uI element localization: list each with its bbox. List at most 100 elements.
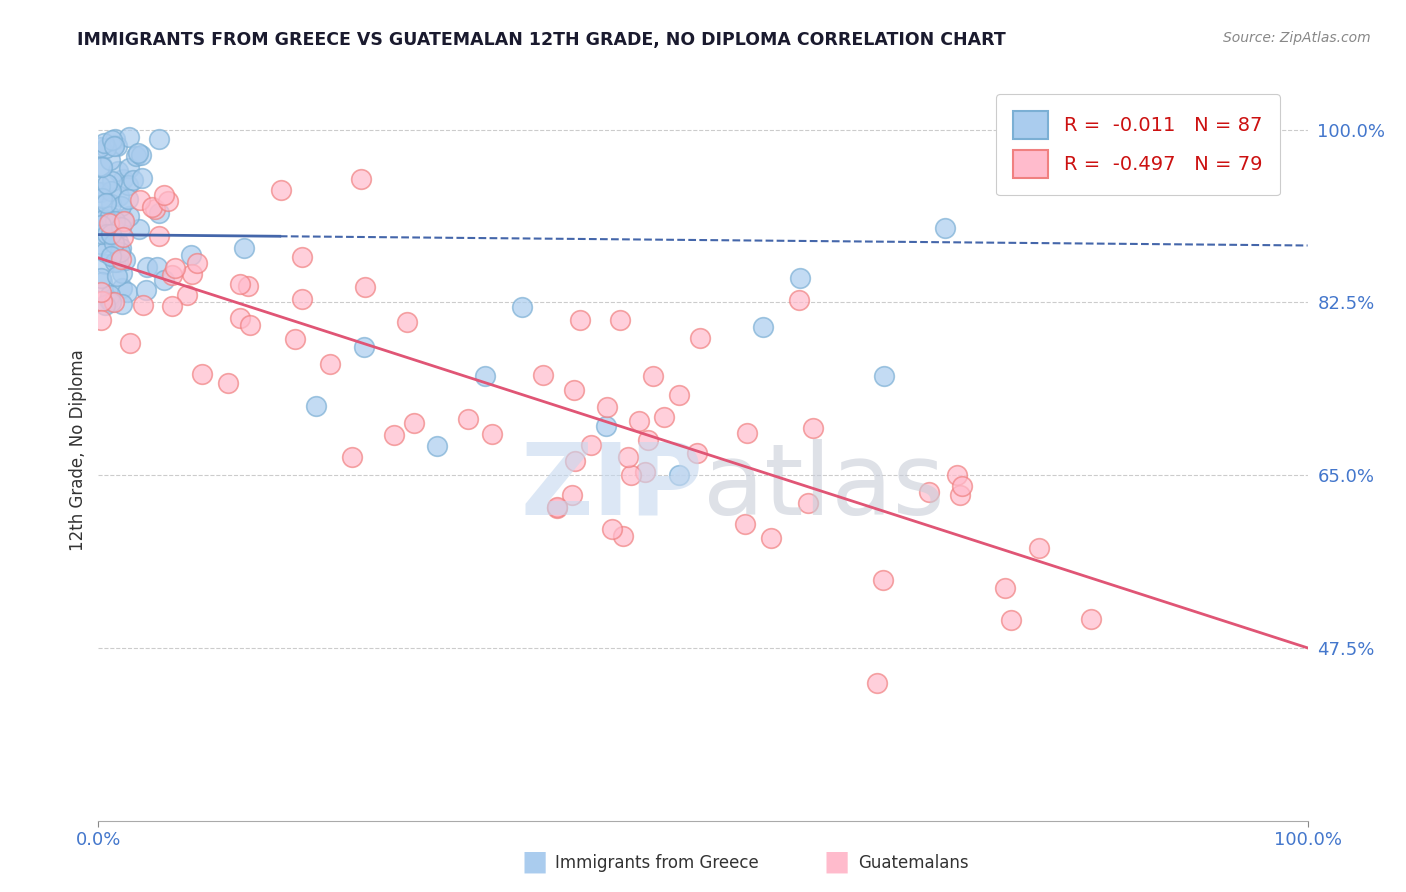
Point [112,214,135,228]
Point [641,368,664,383]
Point [100,295,122,310]
Point [91,212,114,227]
Point [148,229,170,244]
Point [404,416,426,430]
Point [135,283,157,297]
Point [668,388,690,402]
Point [153,187,176,202]
Point [668,468,690,483]
Point [129,148,152,162]
Text: Guatemalans: Guatemalans [858,855,969,872]
Point [128,221,150,235]
Legend: R =  -0.011   N = 87, R =  -0.497   N = 79: R = -0.011 N = 87, R = -0.497 N = 79 [995,94,1279,195]
Point [229,311,252,326]
Text: ZIP: ZIP [520,439,703,536]
Point [789,293,811,307]
Point [101,174,124,188]
Point [100,249,122,263]
Point [141,200,163,214]
Point [229,277,252,291]
Point [232,241,254,255]
Point [353,280,375,294]
Point [90,285,112,300]
Point [120,335,142,350]
Point [562,384,585,398]
Point [866,676,889,690]
Point [145,202,167,216]
Point [91,191,114,205]
Point [1028,541,1050,556]
Point [612,528,634,542]
Point [117,178,139,192]
Point [89,186,111,200]
Point [382,428,405,442]
Point [104,214,127,228]
Point [118,129,141,144]
Point [180,248,202,262]
Point [110,219,132,234]
Point [98,209,121,223]
Point [239,318,262,332]
Point [872,573,894,587]
Point [564,454,586,468]
Point [752,320,775,334]
Point [396,315,419,329]
Point [596,400,619,414]
Point [176,288,198,302]
Point [96,227,118,241]
Point [270,183,292,197]
Point [100,227,122,242]
Point [686,446,709,460]
Point [342,450,364,465]
Point [94,298,117,312]
Point [98,216,121,230]
Point [98,287,121,301]
Point [132,298,155,312]
Point [1000,613,1022,627]
Point [100,185,122,199]
Point [350,172,373,186]
Point [163,260,186,275]
Point [111,296,134,310]
Point [796,496,818,510]
Point [90,294,112,309]
Point [111,266,134,280]
Point [90,313,112,327]
Point [531,368,554,382]
Point [637,433,659,447]
Point [90,227,112,241]
Point [789,270,811,285]
Point [628,414,651,428]
Point [148,205,170,219]
Point [609,313,631,327]
Point [104,132,127,146]
Text: IMMIGRANTS FROM GREECE VS GUATEMALAN 12TH GRADE, NO DIPLOMA CORRELATION CHART: IMMIGRANTS FROM GREECE VS GUATEMALAN 12T… [77,31,1007,49]
Point [156,194,179,208]
Point [94,141,117,155]
Point [737,425,759,440]
Point [148,131,170,145]
Y-axis label: 12th Grade, No Diploma: 12th Grade, No Diploma [69,350,87,551]
Point [91,160,114,174]
Point [108,244,131,259]
Point [561,488,583,502]
Point [600,522,623,536]
Point [105,268,128,283]
Point [135,260,157,275]
Point [481,427,503,442]
Point [108,189,131,203]
Point [759,531,782,545]
Point [146,260,169,274]
Text: ■: ■ [824,848,849,876]
Point [96,177,118,191]
Point [97,293,120,307]
Point [353,340,375,354]
Point [110,241,132,255]
Point [89,179,111,194]
Point [117,161,139,176]
Point [89,185,111,199]
Point [103,138,125,153]
Point [117,209,139,223]
Text: atlas: atlas [703,439,945,536]
Point [121,173,143,187]
